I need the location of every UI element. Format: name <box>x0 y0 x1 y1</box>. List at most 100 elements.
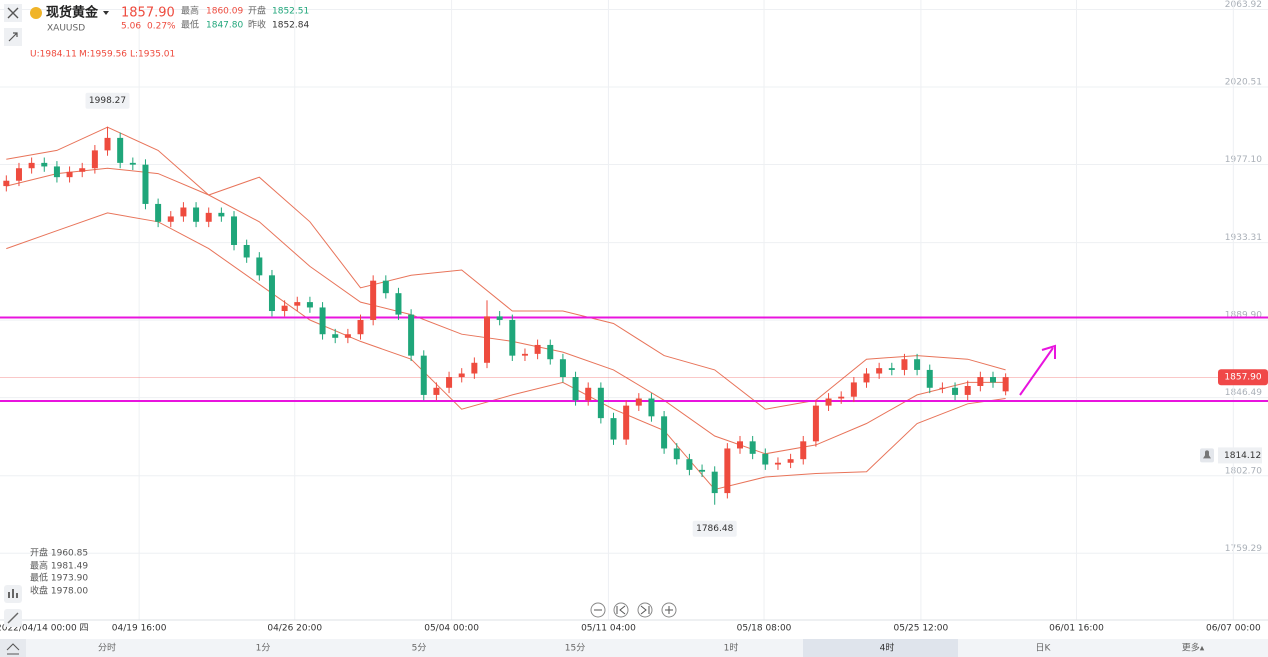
candle-body <box>635 398 642 406</box>
x-start-label: 2022/04/14 00:00 四 <box>0 624 89 634</box>
candle-body <box>408 314 415 356</box>
candle-body <box>344 334 351 338</box>
dropdown-icon[interactable] <box>103 11 109 15</box>
close-icon <box>7 7 19 19</box>
candle-body <box>256 257 263 276</box>
candle-body <box>79 168 86 172</box>
candle-body <box>1002 377 1009 392</box>
candle-body <box>15 168 22 181</box>
timeframe-tab[interactable]: 5分 <box>412 643 427 654</box>
boll-middle: M:1959.56 <box>79 50 127 60</box>
candle-body <box>964 385 971 395</box>
bollinger-band <box>6 212 1006 491</box>
info-high: 最高 1981.49 <box>30 560 88 572</box>
candle-body <box>53 166 60 178</box>
scroll-start[interactable] <box>613 602 629 618</box>
trend-arrow <box>1019 344 1056 396</box>
x-tick-label: 04/26 20:00 <box>267 624 322 634</box>
alert-label: 1814.12 <box>1224 451 1261 461</box>
candle-body <box>585 387 592 401</box>
candle-body <box>534 344 541 354</box>
candle-body <box>167 216 174 222</box>
y-tick-label: 1759.29 <box>1225 544 1262 554</box>
candle-body <box>749 441 756 454</box>
timeframe-tab[interactable]: 日K <box>1036 643 1052 654</box>
high-label: 最高 <box>181 5 199 17</box>
low-callout: 1786.48 <box>696 524 733 534</box>
high-callout: 1998.27 <box>89 96 126 106</box>
candle-body <box>724 448 731 494</box>
last-price-tag <box>1218 369 1268 386</box>
candle-body <box>686 459 693 470</box>
candle-body <box>888 368 895 370</box>
candle-body <box>395 293 402 315</box>
candle-body <box>446 377 453 388</box>
x-tick-label: 06/07 00:00 <box>1206 624 1261 634</box>
prev-label: 昨收 <box>248 19 266 31</box>
high-value: 1860.09 <box>206 7 243 17</box>
open-label: 开盘 <box>248 5 266 17</box>
info-open: 开盘 1960.85 <box>30 547 88 559</box>
candle-body <box>800 441 807 460</box>
candle-body <box>91 150 98 169</box>
candle-body <box>914 359 921 370</box>
timeframe-tab[interactable]: 1分 <box>256 643 271 654</box>
candle-body <box>597 387 604 419</box>
candle-body <box>952 387 959 395</box>
y-tick-label: 2020.51 <box>1225 77 1262 87</box>
timeframe-tab[interactable]: 1时 <box>724 642 739 654</box>
x-tick-label: 04/19 16:00 <box>112 624 167 634</box>
info-low: 最低 1973.90 <box>30 572 88 584</box>
quote-header: 现货黄金 XAUUSD 1857.90 5.06 0.27% 最高 1860.0… <box>4 4 309 60</box>
candle-body <box>661 416 668 449</box>
symbol-name[interactable]: 现货黄金 <box>46 5 99 21</box>
change: 5.06 <box>121 22 141 32</box>
x-tick-label: 05/04 00:00 <box>424 624 479 634</box>
y-tick-label: 2063.92 <box>1225 0 1262 10</box>
candle-body <box>863 373 870 383</box>
candle-body <box>420 355 427 395</box>
y-tick-label: 1846.49 <box>1225 388 1262 398</box>
candle-body <box>281 305 288 312</box>
x-tick-label: 05/25 12:00 <box>894 624 949 634</box>
candle-body <box>774 462 781 465</box>
timeframe-tab[interactable]: 4时 <box>880 642 895 654</box>
candle-body <box>572 377 579 401</box>
y-tick-label: 1802.70 <box>1225 466 1262 476</box>
candle-body <box>648 398 655 417</box>
candle-body <box>547 344 554 360</box>
scroll-end[interactable] <box>637 602 653 618</box>
y-tick-label: 1933.31 <box>1225 233 1262 243</box>
info-close: 收盘 1978.00 <box>30 585 88 597</box>
candle-body <box>471 362 478 374</box>
candle-body <box>989 377 996 383</box>
info-box: 开盘 1960.85 最高 1981.49 最低 1973.90 收盘 1978… <box>4 547 88 627</box>
candle-body <box>509 319 516 356</box>
candle-body <box>926 369 933 388</box>
zoom-glyphs <box>594 605 673 615</box>
collapse-icon <box>6 643 20 655</box>
tab-bar <box>0 639 1268 657</box>
timeframe-tab[interactable]: 更多▴ <box>1182 642 1205 654</box>
candle-body <box>142 164 149 204</box>
candle-body <box>901 359 908 370</box>
candle-body <box>370 280 377 320</box>
alert-tag <box>1218 447 1262 464</box>
symbol-code: XAUUSD <box>47 24 85 34</box>
candle-body <box>699 469 706 472</box>
candle-body <box>521 353 528 356</box>
tabs: 分时 1分 5分 15分 1时 4时 日K 更多▴ <box>98 642 1205 654</box>
indicator-icon <box>8 589 18 598</box>
low-callout-bg <box>692 520 737 537</box>
low-label: 最低 <box>181 19 199 31</box>
candle-body <box>357 319 364 335</box>
candle-body <box>41 162 48 167</box>
candle-body <box>66 171 73 178</box>
timeframe-tab[interactable]: 分时 <box>98 642 116 654</box>
collapse-button[interactable] <box>0 639 26 657</box>
candle-body <box>332 334 339 338</box>
draw-icon <box>7 612 19 624</box>
timeframe-tab[interactable]: 15分 <box>565 643 585 654</box>
alert-icon <box>1203 450 1211 459</box>
